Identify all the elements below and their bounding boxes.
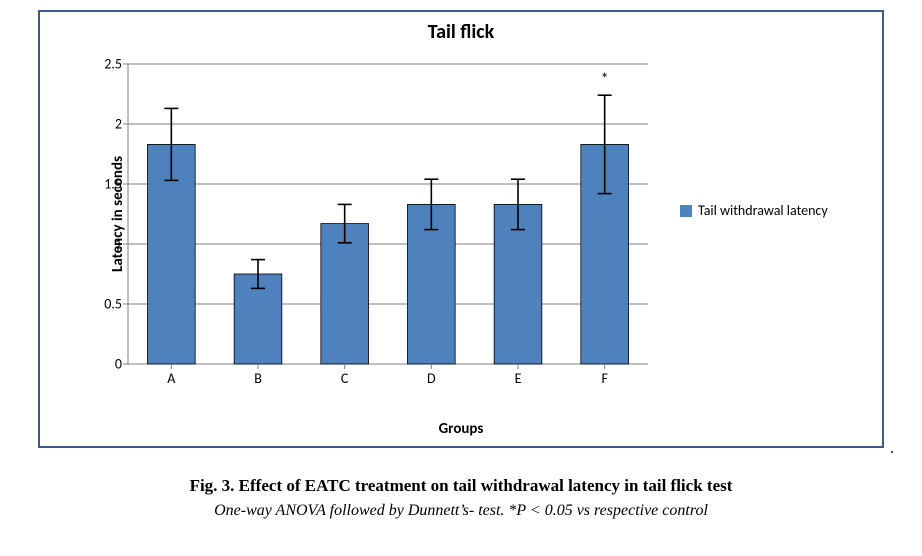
chart-panel: Tail flick Latency in seconds 00.511.522…	[38, 10, 884, 448]
legend-label: Tail withdrawal latency	[698, 202, 828, 219]
x-tick-label: B	[254, 364, 262, 387]
legend: Tail withdrawal latency	[680, 202, 828, 219]
legend-swatch	[680, 205, 692, 217]
x-axis-label: Groups	[40, 420, 882, 438]
x-tick-label: E	[515, 364, 522, 387]
y-tick-label: 2	[115, 116, 128, 133]
figure-caption-main: Fig. 3. Effect of EATC treatment on tail…	[0, 476, 922, 496]
plot-area: Latency in seconds 00.511.522.5ABCDEF*	[128, 64, 648, 364]
figure-wrapper: Tail flick Latency in seconds 00.511.522…	[0, 0, 922, 556]
y-tick-label: 1.5	[104, 176, 128, 193]
x-tick-label: A	[167, 364, 175, 387]
significance-marker: *	[601, 70, 609, 89]
x-tick-label: D	[427, 364, 436, 387]
x-tick-label: C	[341, 364, 348, 387]
x-tick-label: F	[601, 364, 607, 387]
y-tick-label: 0	[115, 356, 128, 373]
chart-title: Tail flick	[40, 20, 882, 44]
trailing-period: .	[890, 440, 894, 458]
chart-svg	[128, 64, 648, 364]
y-axis-label: Latency in seconds	[109, 156, 127, 272]
y-tick-label: 2.5	[104, 56, 128, 73]
y-tick-label: 1	[115, 236, 128, 253]
y-tick-label: 0.5	[104, 296, 128, 313]
figure-caption-sub: One-way ANOVA followed by Dunnett’s- tes…	[0, 502, 922, 520]
